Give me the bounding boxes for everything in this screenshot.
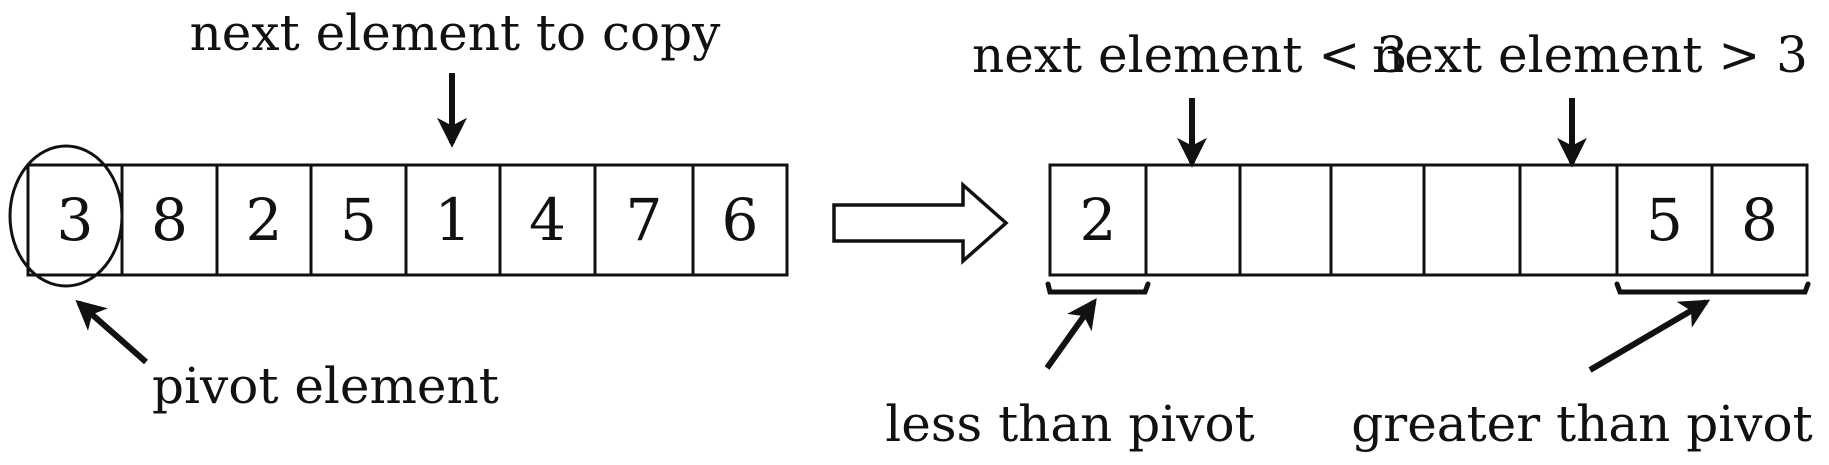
input-array-cell-value: 2 <box>246 186 283 254</box>
input-array-cell-value: 8 <box>151 186 188 254</box>
greater-than-pivot-arrow <box>1588 299 1711 373</box>
label-next-element-less: next element < 3 <box>972 26 1408 84</box>
output-array-cell: 2 <box>1048 163 1148 277</box>
input-array-cell: 1 <box>404 163 502 277</box>
output-array-cell <box>1144 163 1242 277</box>
pivot-highlight-circle <box>8 144 124 288</box>
output-array-cell-box <box>1710 163 1809 277</box>
input-array-cell: 8 <box>120 163 219 277</box>
input-array-cell-box <box>498 163 597 277</box>
output-array-cell <box>1518 163 1619 277</box>
input-array-cell: 3 <box>26 163 124 277</box>
input-array-cell: 5 <box>309 163 408 277</box>
greater-than-pivot-bracket <box>1614 281 1811 295</box>
output-array-cell-value: 2 <box>1080 186 1117 254</box>
output-array-cell-box <box>1518 163 1619 277</box>
input-array-cell-box <box>593 163 695 277</box>
input-array-cell-value: 5 <box>340 186 377 254</box>
output-array-cell <box>1238 163 1333 277</box>
label-next-element-greater: next element > 3 <box>1372 26 1808 84</box>
less-than-pivot-bracket <box>1045 281 1151 295</box>
output-array-cell <box>1329 163 1426 277</box>
input-array-cell: 2 <box>215 163 313 277</box>
input-array-cell-box <box>691 163 789 277</box>
input-array-cell-box <box>120 163 219 277</box>
output-array-cell-box <box>1422 163 1522 277</box>
input-array-cell-box <box>404 163 502 277</box>
input-array-cell: 4 <box>498 163 597 277</box>
input-array-cell: 6 <box>691 163 789 277</box>
input-array-cell: 7 <box>593 163 695 277</box>
pivot-element-arrow <box>75 299 148 365</box>
input-array-cell-value: 4 <box>529 186 566 254</box>
output-array-cell: 5 <box>1615 163 1714 277</box>
label-next-element-to-copy: next element to copy <box>190 4 722 62</box>
label-greater-than-pivot: greater than pivot <box>1351 395 1812 453</box>
output-array-cell: 8 <box>1710 163 1809 277</box>
input-array-cell-value: 7 <box>626 186 663 254</box>
less-than-pivot-arrow <box>1044 298 1097 370</box>
label-less-than-pivot: less than pivot <box>885 395 1254 453</box>
input-array-cell-box <box>26 163 124 277</box>
input-array-cell-value: 1 <box>435 186 472 254</box>
output-array-cell-box <box>1048 163 1148 277</box>
output-array-cell-value: 8 <box>1741 186 1778 254</box>
input-array-cell-box <box>215 163 313 277</box>
input-array-cell-value: 6 <box>722 186 759 254</box>
label-pivot-element: pivot element <box>152 357 499 415</box>
input-array-cell-value: 3 <box>57 186 94 254</box>
output-array-cell <box>1422 163 1522 277</box>
output-array-cell-box <box>1329 163 1426 277</box>
output-array-cell-box <box>1144 163 1242 277</box>
transform-arrow <box>832 181 1009 265</box>
output-array-cell-box <box>1238 163 1333 277</box>
output-array-cell-value: 5 <box>1646 186 1683 254</box>
